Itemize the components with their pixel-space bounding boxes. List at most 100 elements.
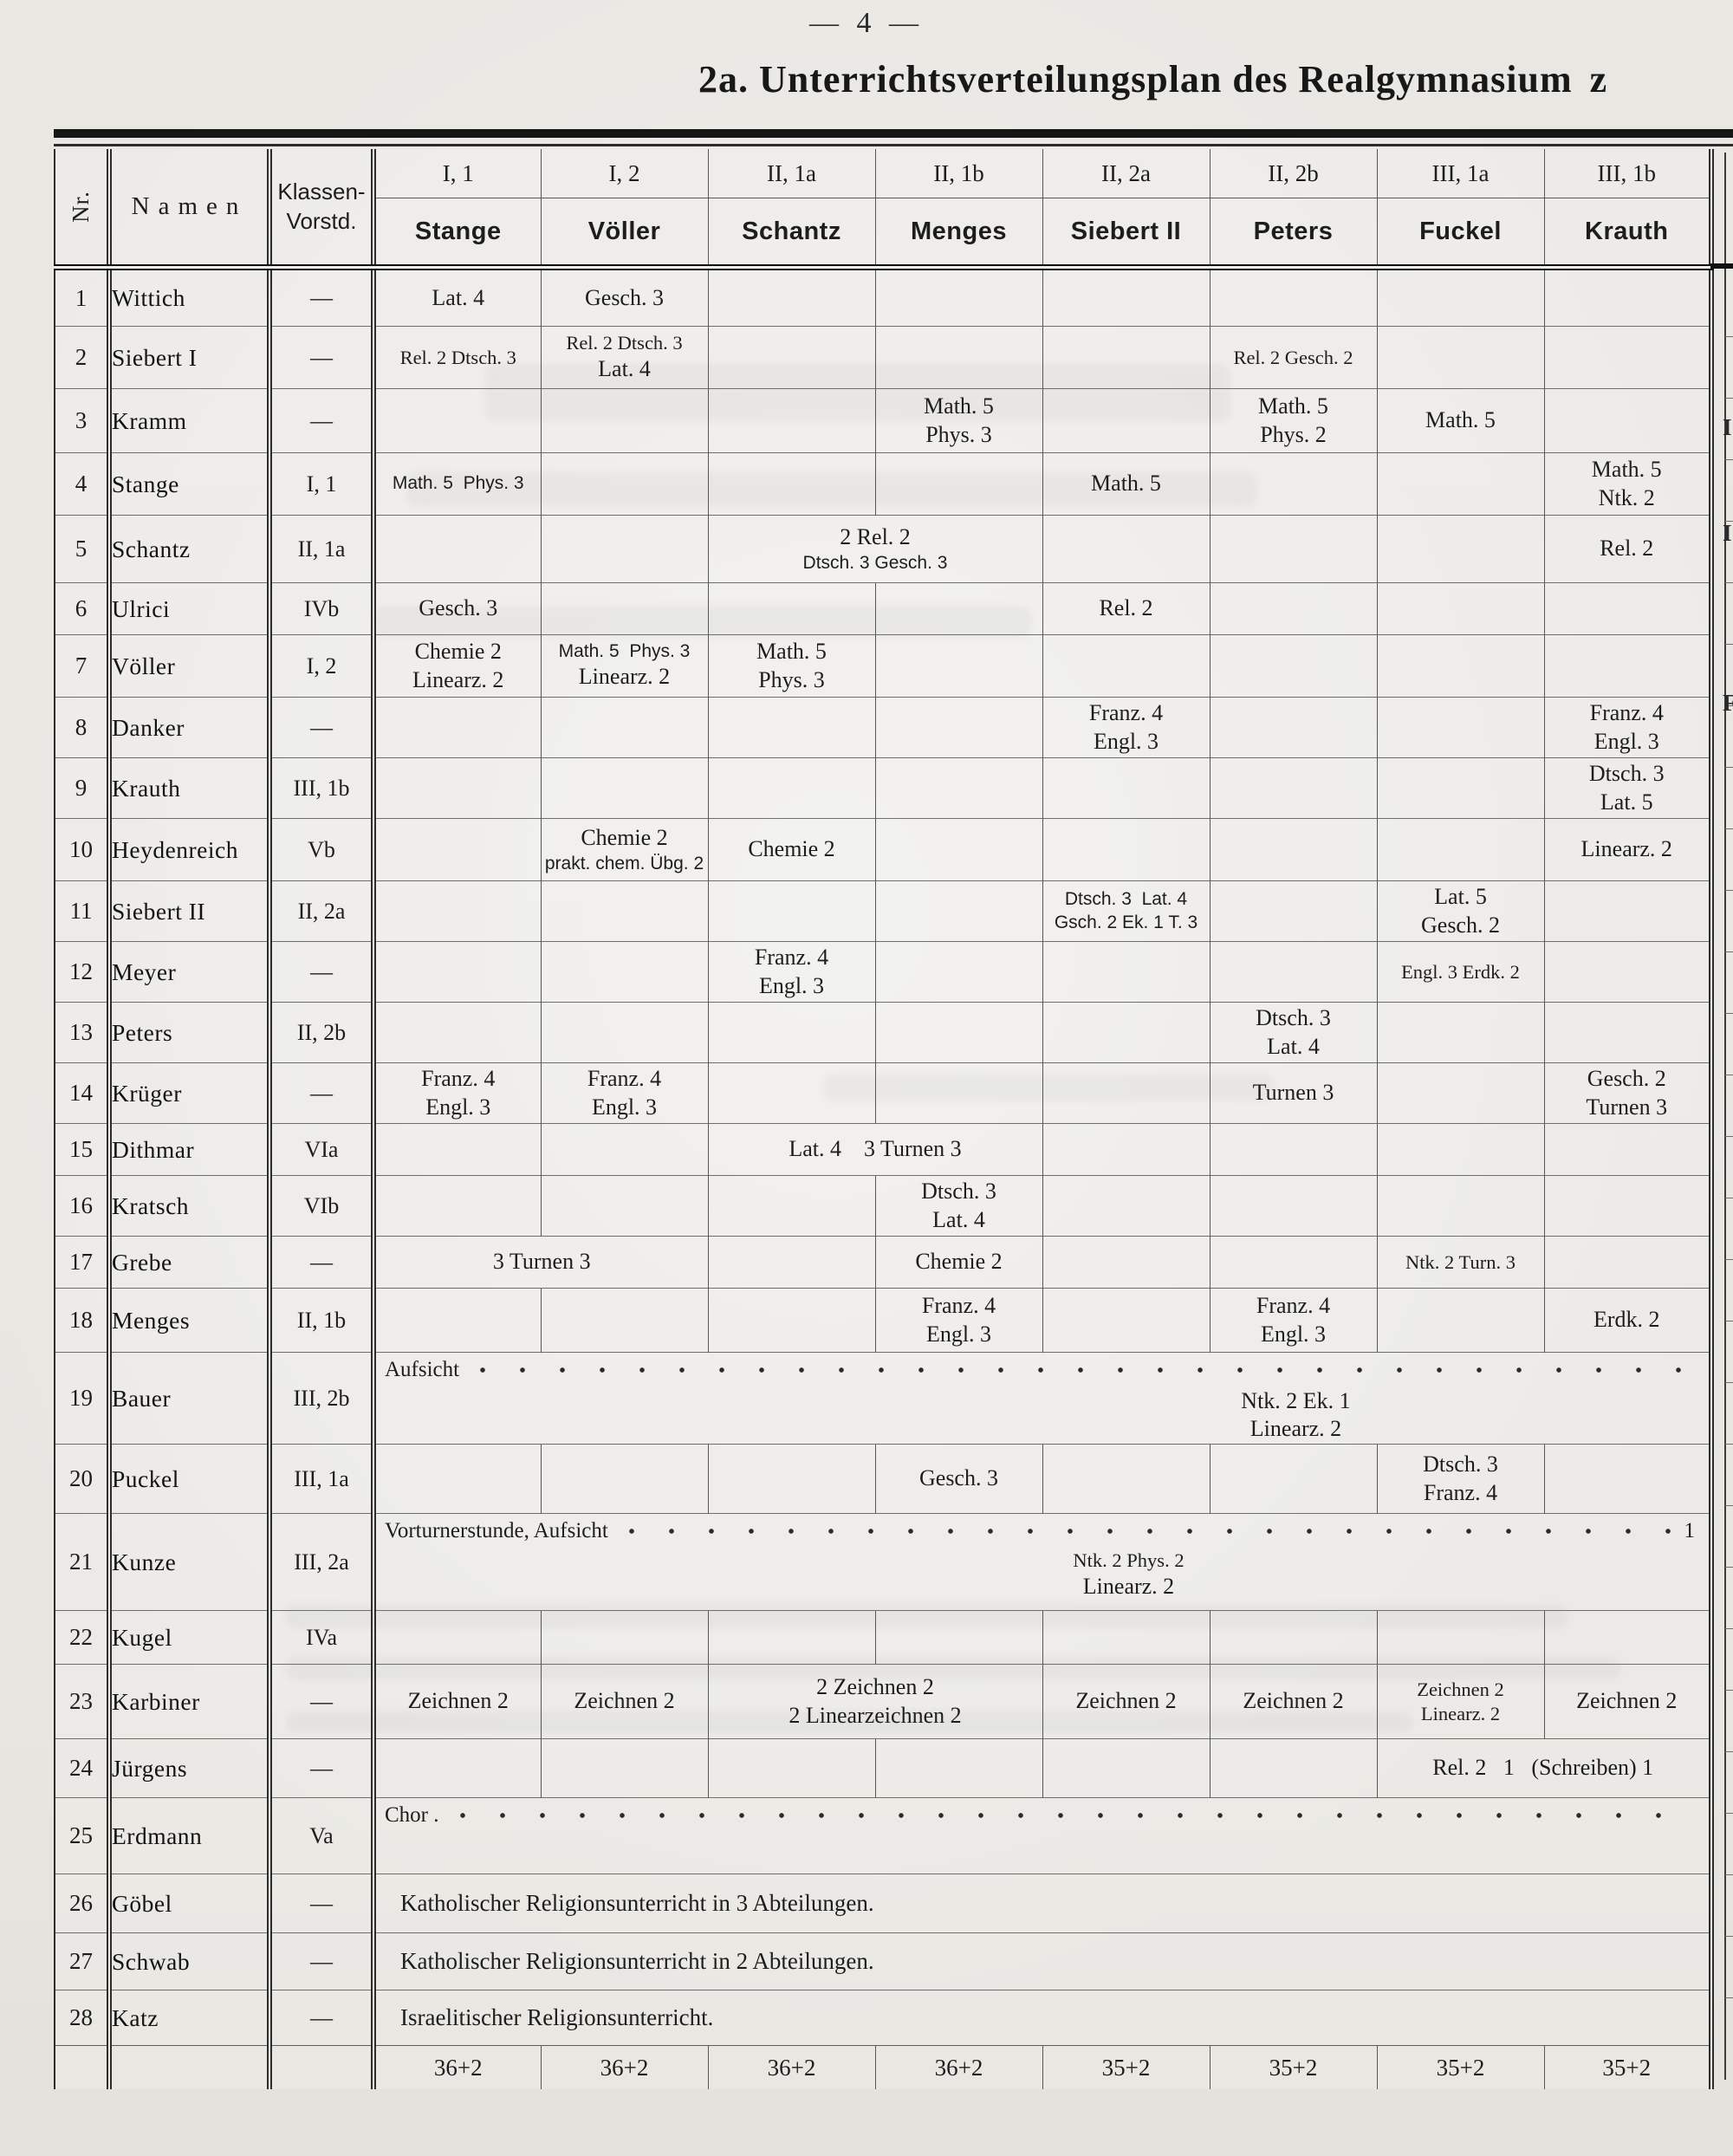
note-text: Katholischer Religionsunterricht in 2 Ab… bbox=[400, 1948, 874, 1974]
header-class-i-1: I, 1 Stange bbox=[371, 149, 541, 270]
teacher-row-24: 24 Jürgens — Rel. 2 1 (Schreiben) 1 bbox=[54, 1738, 1714, 1798]
lesson-entry: Rel. 2 Gesch. 2 bbox=[1211, 346, 1377, 370]
total-hours: 35+2 bbox=[1543, 2045, 1714, 2089]
teacher-name: Siebert II bbox=[107, 880, 269, 942]
class-teacher: Peters bbox=[1253, 217, 1334, 245]
class-vorstand: VIa bbox=[267, 1123, 373, 1176]
row-number: 1 bbox=[54, 267, 109, 327]
class-vorstand: I, 2 bbox=[267, 634, 373, 698]
lesson-entry-line: Ntk. 2 bbox=[1598, 484, 1655, 510]
lesson-entry: Franz. 4 Engl. 3 bbox=[542, 1065, 708, 1120]
empty-cell bbox=[707, 267, 875, 327]
empty-cell bbox=[540, 452, 708, 516]
teacher-name: Grebe bbox=[107, 1236, 269, 1289]
class-teacher: Fuckel bbox=[1419, 217, 1502, 245]
lesson-cell: Rel. 2 bbox=[1543, 515, 1714, 583]
lesson-entry-line: Linearz. 2 bbox=[412, 666, 504, 692]
empty-cell bbox=[540, 1002, 708, 1063]
lesson-entry-line: Linearz. 2 bbox=[1420, 1702, 1501, 1724]
duty-label: Chor . bbox=[385, 1803, 439, 1827]
lesson-cell: Zeichnen 2 bbox=[1042, 1664, 1210, 1739]
empty-cell bbox=[874, 880, 1042, 942]
lesson-cell: Zeichnen 2 bbox=[540, 1664, 708, 1739]
lesson-cell: Chemie 2 bbox=[707, 818, 875, 881]
lesson-entry-line: Zeichnen 2 bbox=[1576, 1688, 1678, 1714]
empty-cell bbox=[707, 1288, 875, 1353]
totals-empty-vorstand bbox=[267, 2045, 373, 2089]
teacher-name: Karbiner bbox=[107, 1664, 269, 1739]
empty-cell bbox=[707, 1738, 875, 1798]
lesson-entry-line: Rel. 2 Dtsch. 3 bbox=[399, 346, 516, 368]
empty-cell bbox=[707, 582, 875, 635]
lesson-cell: Engl. 3 Erdk. 2 bbox=[1376, 941, 1544, 1003]
empty-cell bbox=[1376, 1610, 1544, 1665]
header-klassen-vorstand: Klassen- Vorstd. bbox=[267, 149, 373, 270]
lesson-cell: Chemie 2 bbox=[874, 1236, 1042, 1289]
class-vorstand: I, 1 bbox=[267, 452, 373, 516]
row-number: 13 bbox=[54, 1002, 109, 1063]
cutoff-letter-fragment: I bbox=[1723, 520, 1732, 546]
teacher-name: Meyer bbox=[107, 941, 269, 1003]
lesson-cell: Franz. 4 Engl. 3 bbox=[707, 941, 875, 1003]
lesson-entry-line: Gesch. 3 bbox=[919, 1465, 998, 1491]
empty-cell bbox=[1376, 515, 1544, 583]
row-number: 19 bbox=[54, 1352, 109, 1445]
lesson-cell: Rel. 2 Dtsch. 3 Lat. 4 bbox=[540, 326, 708, 389]
lesson-entry-line: Zeichnen 2 bbox=[1243, 1688, 1344, 1714]
lesson-cell: Math. 5 Phys. 3 bbox=[371, 452, 541, 516]
lesson-cell: Math. 5 Ntk. 2 bbox=[1543, 452, 1714, 516]
full-width-note: Katholischer Religionsunterricht in 2 Ab… bbox=[371, 1932, 1714, 1990]
lesson-cell: Chemie 2 prakt. chem. Übg. 2 bbox=[540, 818, 708, 881]
lesson-entry: Zeichnen 2 bbox=[1545, 1687, 1706, 1715]
class-vorstand: III, 1b bbox=[267, 757, 373, 819]
row-number: 10 bbox=[54, 818, 109, 881]
empty-cell bbox=[540, 1610, 708, 1665]
lesson-entry-line: Dtsch. 3 bbox=[1256, 1005, 1331, 1031]
class-code: II, 2b bbox=[1211, 149, 1377, 198]
row-number: 28 bbox=[54, 1990, 109, 2046]
teacher-name: Stange bbox=[107, 452, 269, 516]
empty-cell bbox=[1042, 634, 1210, 698]
lesson-entry-line: Phys. 2 bbox=[1260, 421, 1327, 447]
teacher-row-25: 25 Erdmann Va Chor . bbox=[54, 1797, 1714, 1874]
teacher-name: Schwab bbox=[107, 1932, 269, 1990]
empty-cell bbox=[1543, 582, 1714, 635]
empty-cell bbox=[874, 634, 1042, 698]
teacher-row-8: 8 Danker — Franz. 4 Engl. 3 Franz. 4 Engl. 3 bbox=[54, 697, 1714, 758]
row-number: 8 bbox=[54, 697, 109, 758]
row-number: 7 bbox=[54, 634, 109, 698]
lesson-cell: Gesch. 3 bbox=[874, 1444, 1042, 1514]
empty-cell bbox=[874, 452, 1042, 516]
teacher-name: Völler bbox=[107, 634, 269, 698]
empty-cell bbox=[1209, 1123, 1377, 1176]
total-hours: 36+2 bbox=[371, 2045, 541, 2089]
empty-cell bbox=[1209, 818, 1377, 881]
empty-cell bbox=[1209, 634, 1377, 698]
empty-cell bbox=[1042, 1175, 1210, 1237]
lesson-entry-line: Linearz. 2 bbox=[1249, 1416, 1342, 1442]
empty-cell bbox=[371, 1123, 541, 1176]
teacher-name: Katz bbox=[107, 1990, 269, 2046]
teacher-name: Puckel bbox=[107, 1444, 269, 1514]
row-number: 12 bbox=[54, 941, 109, 1003]
teacher-name: Jürgens bbox=[107, 1738, 269, 1798]
lesson-entry-line: 2 Linearzeichnen 2 bbox=[789, 1702, 962, 1728]
empty-cell bbox=[1209, 1444, 1377, 1514]
lesson-entry-line: Linearz. 2 bbox=[578, 664, 671, 690]
class-code: II, 2a bbox=[1043, 149, 1210, 198]
lesson-entry-line: 3 Turnen 3 bbox=[492, 1249, 591, 1275]
lesson-entry-line: Lat. 4 bbox=[1267, 1033, 1320, 1059]
lesson-cell: Ntk. 2 Ek. 1 Linearz. 2 bbox=[1212, 1387, 1379, 1443]
note-text: Israelitischer Religionsunterricht. bbox=[400, 2004, 714, 2030]
duty-label: Aufsicht bbox=[385, 1358, 460, 1381]
class-vorstand: VIb bbox=[267, 1175, 373, 1237]
duty-row: Chor . bbox=[371, 1797, 1714, 1874]
lesson-cell: Dtsch. 3 Lat. 4 bbox=[1209, 1002, 1377, 1063]
lesson-entry-line: Dtsch. 3 bbox=[1588, 761, 1665, 787]
dot-leader bbox=[626, 1526, 1672, 1536]
header-class-ii-2a: II, 2a Siebert II bbox=[1042, 149, 1210, 270]
class-code: III, 1a bbox=[1378, 149, 1544, 198]
teacher-row-23: 23 Karbiner — Zeichnen 2 Zeichnen 2 2 Zeichne… bbox=[54, 1664, 1714, 1739]
empty-cell bbox=[707, 452, 875, 516]
lesson-cell: Lat. 5 Gesch. 2 bbox=[1376, 880, 1544, 942]
